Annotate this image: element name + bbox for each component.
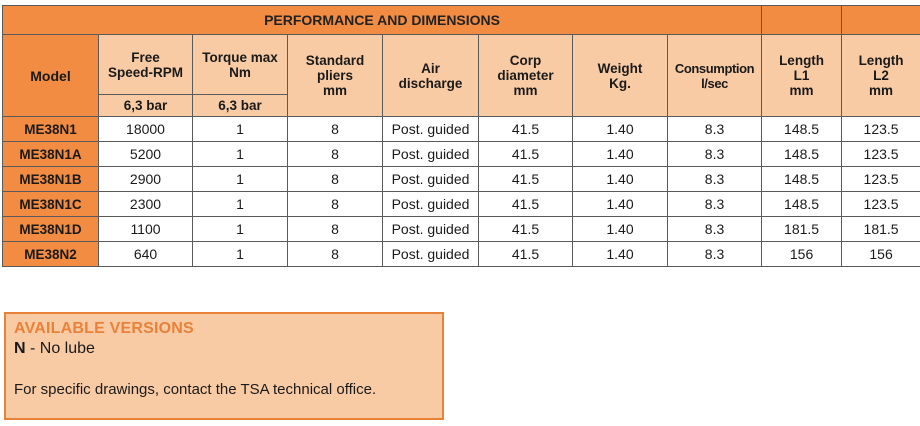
table-cell: 123.5: [841, 166, 920, 192]
table-cell: 41.5: [478, 166, 573, 192]
table-cell: Post. guided: [382, 191, 479, 217]
version-item: N - No lube: [14, 340, 95, 358]
table-cell: Post. guided: [382, 116, 479, 142]
table-cell: 181.5: [761, 216, 843, 242]
table-cell: 1: [192, 191, 288, 217]
header-consumption: Consumption l/sec: [666, 34, 763, 117]
table-cell: 41.5: [478, 216, 573, 242]
header-corp-diameter: Corp diameter mm: [478, 34, 573, 117]
table-cell: 1.40: [572, 141, 668, 167]
versions-note: For specific drawings, contact the TSA t…: [14, 381, 377, 398]
header-weight: Weight Kg.: [572, 34, 668, 117]
available-versions-box: AVAILABLE VERSIONS N - No lube For speci…: [4, 312, 444, 420]
model-cell: ME38N1D: [2, 216, 99, 242]
table-cell: 156: [841, 241, 920, 267]
table-cell: 8: [287, 216, 383, 242]
header-pliers: Standard pliers mm: [287, 34, 383, 117]
table-cell: 1100: [98, 216, 193, 242]
table-cell: 640: [98, 241, 193, 267]
table-cell: 148.5: [761, 166, 843, 192]
table-cell: 8.3: [666, 116, 763, 142]
table-row: ME38N1B 2900 1 8 Post. guided 41.5 1.40 8.3 148.…: [2, 166, 920, 192]
table-cell: 5200: [98, 141, 193, 167]
table-cell: 2300: [98, 191, 193, 217]
subheader-free-speed: 6,3 bar: [98, 94, 193, 117]
table-cell: 1.40: [572, 166, 668, 192]
table-cell: 8: [287, 166, 383, 192]
model-cell: ME38N1B: [2, 166, 99, 192]
table-cell: 148.5: [761, 191, 843, 217]
table-cell: 8.3: [666, 141, 763, 167]
table-cell: Post. guided: [382, 216, 479, 242]
table-row: ME38N2 640 1 8 Post. guided 41.5 1.40 8.3 156 156: [2, 241, 920, 267]
table-cell: 148.5: [761, 141, 843, 167]
table-cell: 1.40: [572, 191, 668, 217]
table-cell: 2900: [98, 166, 193, 192]
version-code: N: [14, 340, 26, 357]
table-cell: 123.5: [841, 116, 920, 142]
header-free-speed: Free Speed-RPM: [98, 34, 193, 95]
version-desc: - No lube: [25, 340, 95, 357]
table-cell: 41.5: [478, 191, 573, 217]
table-cell: 41.5: [478, 141, 573, 167]
table-row: ME38N1 18000 1 8 Post. guided 41.5 1.40 8.3 148.…: [2, 116, 920, 142]
table-cell: 41.5: [478, 241, 573, 267]
model-cell: ME38N2: [2, 241, 99, 267]
table-title: PERFORMANCE AND DIMENSIONS: [1, 5, 763, 35]
header-torque: Torque max Nm: [192, 34, 288, 95]
performance-table: PERFORMANCE AND DIMENSIONS Model Free Spe…: [1, 5, 920, 267]
table-cell: 181.5: [841, 216, 920, 242]
table-cell: 1: [192, 141, 288, 167]
table-cell: 8: [287, 191, 383, 217]
versions-title: AVAILABLE VERSIONS: [14, 320, 194, 337]
table-cell: 123.5: [841, 191, 920, 217]
table-cell: 8: [287, 116, 383, 142]
table-cell: Post. guided: [382, 241, 479, 267]
table-row: ME38N1C 2300 1 8 Post. guided 41.5 1.40 8.3 148.…: [2, 191, 920, 217]
table-cell: Post. guided: [382, 141, 479, 167]
model-cell: ME38N1: [2, 116, 99, 142]
header-blank-l1: [761, 5, 843, 35]
table-cell: 1.40: [572, 216, 668, 242]
table-cell: 1: [192, 166, 288, 192]
table-row: ME38N1D 1100 1 8 Post. guided 41.5 1.40 8.3 181.…: [2, 216, 920, 242]
header-blank-l2: [841, 5, 920, 35]
table-cell: 1: [192, 216, 288, 242]
model-cell: ME38N1C: [2, 191, 99, 217]
table-cell: 156: [761, 241, 843, 267]
table-cell: 123.5: [841, 141, 920, 167]
table-cell: 8.3: [666, 191, 763, 217]
table-cell: 41.5: [478, 116, 573, 142]
table-row: ME38N1A 5200 1 8 Post. guided 41.5 1.40 8.3 148.…: [2, 141, 920, 167]
table-cell: 8: [287, 141, 383, 167]
table-cell: 1: [192, 241, 288, 267]
header-air-discharge: Air discharge: [382, 34, 479, 117]
table-cell: Post. guided: [382, 166, 479, 192]
table-cell: 148.5: [761, 116, 843, 142]
header-length-l1: Length L1 mm: [761, 34, 843, 117]
table-cell: 1.40: [572, 241, 668, 267]
table-body: ME38N1 18000 1 8 Post. guided 41.5 1.40 8.3 148.…: [2, 116, 920, 267]
table-cell: 1.40: [572, 116, 668, 142]
table-cell: 18000: [98, 116, 193, 142]
model-cell: ME38N1A: [2, 141, 99, 167]
subheader-torque: 6,3 bar: [192, 94, 288, 117]
table-cell: 8.3: [666, 241, 763, 267]
table-cell: 8: [287, 241, 383, 267]
table-cell: 8.3: [666, 216, 763, 242]
header-length-l2: Length L2 mm: [841, 34, 920, 117]
table-cell: 8.3: [666, 166, 763, 192]
header-model: Model: [2, 34, 99, 117]
table-cell: 1: [192, 116, 288, 142]
